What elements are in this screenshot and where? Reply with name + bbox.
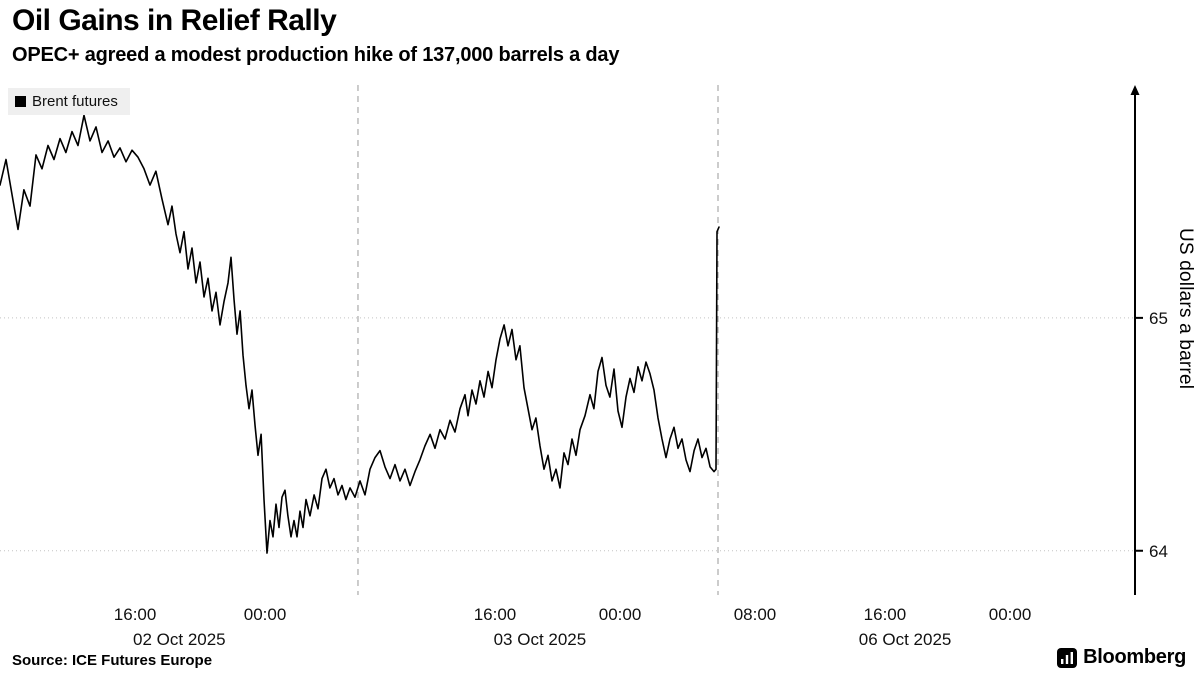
brand-name: Bloomberg <box>1083 646 1186 668</box>
legend: Brent futures <box>8 88 130 115</box>
x-tick-label: 00:00 <box>989 605 1032 624</box>
chart-canvas: 65 64 16:00 00:00 16:00 00:00 08:00 16:00 00:00 0… <box>0 85 1168 649</box>
x-tick-label: 16:00 <box>474 605 517 624</box>
bloomberg-logo: Bloomberg <box>1057 646 1186 669</box>
y-axis-title: US dollars a barrel <box>1175 228 1196 390</box>
x-date-label: 03 Oct 2025 <box>494 630 587 645</box>
legend-swatch-icon <box>15 96 26 107</box>
chart-subtitle: OPEC+ agreed a modest production hike of… <box>12 44 620 66</box>
price-chart: 65 64 16:00 00:00 16:00 00:00 08:00 16:00 00:00 0… <box>0 85 1200 649</box>
x-tick-label: 16:00 <box>864 605 907 624</box>
x-date-label: 02 Oct 2025 <box>133 630 226 645</box>
y-axis-arrow-icon <box>1130 85 1140 95</box>
y-tick-label: 65 <box>1149 309 1168 328</box>
bloomberg-icon <box>1057 647 1078 668</box>
x-tick-label: 16:00 <box>114 605 157 624</box>
legend-label: Brent futures <box>32 93 118 110</box>
y-tick-label: 64 <box>1149 542 1168 561</box>
source-note: Source: ICE Futures Europe <box>12 652 213 669</box>
x-tick-label: 08:00 <box>734 605 777 624</box>
x-tick-label: 00:00 <box>599 605 642 624</box>
x-tick-label: 00:00 <box>244 605 287 624</box>
x-date-label: 06 Oct 2025 <box>859 630 952 645</box>
price-line <box>0 114 720 554</box>
chart-title: Oil Gains in Relief Rally <box>12 4 337 37</box>
